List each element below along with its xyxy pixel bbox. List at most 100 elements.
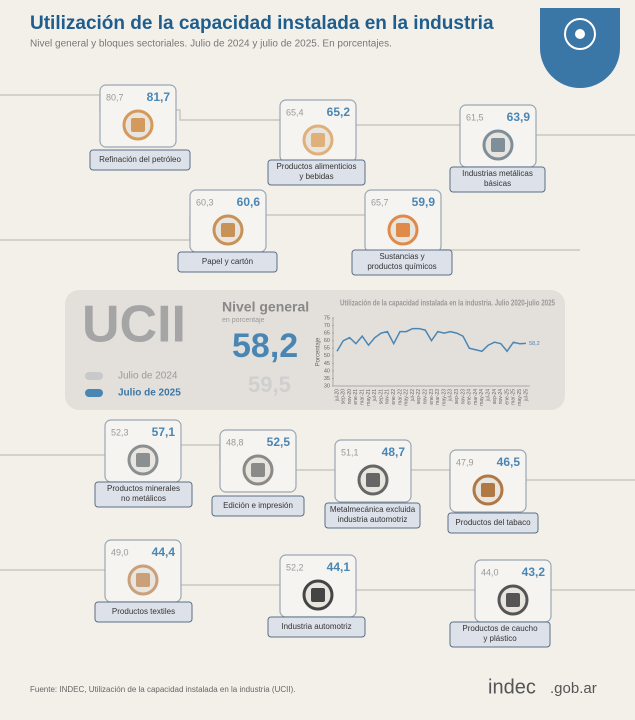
y-tick-label: 45: [324, 361, 330, 367]
sector-icon-detail: [366, 473, 380, 487]
value-2024: 51,1: [341, 447, 359, 457]
value-2025: 57,1: [152, 425, 176, 439]
sector-label: industria automotriz: [338, 515, 408, 524]
x-tick-label: ene-22: [391, 389, 397, 405]
footer-logo: indec: [488, 676, 536, 698]
value-2025: 46,5: [497, 455, 521, 469]
x-tick-label: mar-24: [473, 389, 479, 405]
value-2024: 44,0: [481, 567, 499, 577]
y-tick-label: 55: [324, 346, 330, 352]
value-2024: 61,5: [466, 112, 484, 122]
value-2024: 52,2: [286, 562, 304, 572]
x-tick-label: mar-22: [397, 389, 403, 405]
x-tick-label: may-21: [366, 389, 372, 406]
unit-note: en porcentaje: [222, 317, 265, 324]
summary-panel: [65, 290, 565, 410]
x-tick-label: nov-20: [347, 389, 353, 405]
x-tick-label: may-24: [479, 389, 485, 406]
x-tick-label: may-25: [517, 389, 523, 406]
sector-label: Sustancias y: [379, 252, 424, 261]
chart-title: Utilización de la capacidad instalada en…: [340, 297, 555, 307]
sector-label-box: [94, 601, 193, 623]
value-2024: 65,4: [286, 107, 304, 117]
value-2025: 81,7: [147, 90, 171, 104]
sector-label-box: [177, 251, 278, 273]
sector-label: básicas: [484, 179, 511, 188]
value-2024: 80,7: [106, 92, 124, 102]
data-label: 58,2: [529, 341, 540, 347]
value-2025: 44,1: [327, 560, 351, 574]
value-2025: 59,9: [412, 195, 436, 209]
value-2024: 48,8: [226, 437, 244, 447]
value-2025: 44,4: [152, 545, 176, 559]
x-tick-label: jul-20: [334, 389, 340, 402]
value-2025: 58,2: [232, 327, 298, 365]
acronym: UCII: [82, 296, 186, 354]
x-tick-label: jul-22: [410, 389, 416, 402]
sector-icon-detail: [506, 593, 520, 607]
sector-label-box: [267, 616, 366, 638]
x-tick-label: ene-24: [467, 389, 473, 405]
legend-swatch: [85, 389, 103, 397]
sector-label: productos químicos: [367, 262, 436, 271]
sector-icon-detail: [136, 453, 150, 467]
y-tick-label: 70: [324, 323, 330, 329]
value-2024: 52,3: [111, 427, 129, 437]
sector-icon-detail: [311, 133, 325, 147]
value-2025: 43,2: [522, 565, 546, 579]
sector-label-box: [351, 249, 453, 276]
sector-label-box: [89, 149, 191, 171]
footer-logo-domain: .gob.ar: [550, 680, 597, 697]
sector-label-box: [267, 159, 366, 186]
x-tick-label: jul-24: [486, 389, 492, 402]
x-tick-label: ene-25: [504, 389, 510, 405]
line: [336, 327, 527, 353]
sector-label: Productos alimenticios: [276, 162, 356, 171]
x-tick-label: ene-21: [353, 389, 359, 405]
value-2025: 60,6: [237, 195, 261, 209]
sector-icon-detail: [491, 138, 505, 152]
x-tick-label: may-22: [404, 389, 410, 406]
value-2024: 59,5: [248, 372, 291, 397]
sector-icon-detail: [396, 223, 410, 237]
sector-icon-detail: [221, 223, 235, 237]
x-tick-label: ene-23: [429, 389, 435, 405]
sector-label: Productos de caucho: [462, 624, 538, 633]
sector-label: Productos textiles: [112, 607, 175, 616]
x-tick-label: sep-21: [378, 389, 384, 405]
legend-label: Julio de 2024: [118, 371, 178, 382]
x-tick-label: may-23: [441, 389, 447, 406]
subtitle: Nivel general y bloques sectoriales. Jul…: [30, 39, 392, 50]
sector-icon-detail: [251, 463, 265, 477]
x-tick-label: nov-22: [423, 389, 429, 405]
value-2024: 60,3: [196, 197, 214, 207]
y-tick-label: 35: [324, 376, 330, 382]
y-tick-label: 40: [324, 368, 330, 374]
sector-label: Industrias metálicas: [462, 169, 533, 178]
legend-label: Julio de 2025: [118, 388, 181, 399]
value-2024: 65,7: [371, 197, 389, 207]
sector-label: Refinación del petróleo: [99, 155, 181, 164]
x-tick-label: jul-23: [448, 389, 454, 402]
sector-label: Edición e impresión: [223, 501, 293, 510]
value-2025: 63,9: [507, 110, 531, 124]
sector-label: Productos minerales: [107, 484, 180, 493]
x-tick-label: nov-21: [385, 389, 391, 405]
x-tick-label: sep-22: [416, 389, 422, 405]
value-2024: 47,9: [456, 457, 474, 467]
sector-label-box: [324, 502, 421, 529]
title: Utilización de la capacidad instalada en…: [30, 13, 494, 34]
x-tick-label: mar-25: [511, 389, 517, 405]
sector-icon-detail: [481, 483, 495, 497]
sector-label: Industria automotriz: [281, 622, 351, 631]
sector-label-box: [94, 481, 193, 508]
x-tick-label: jul-25: [523, 389, 529, 402]
value-2025: 52,5: [267, 435, 291, 449]
y-tick-label: 65: [324, 331, 330, 337]
sector-icon-detail: [136, 573, 150, 587]
sector-label: no metálicos: [121, 494, 166, 503]
y-tick-label: 50: [324, 353, 330, 359]
sector-label: Metalmecánica excluida: [330, 505, 416, 514]
x-tick-label: sep-24: [492, 389, 498, 405]
value-2025: 48,7: [382, 445, 406, 459]
